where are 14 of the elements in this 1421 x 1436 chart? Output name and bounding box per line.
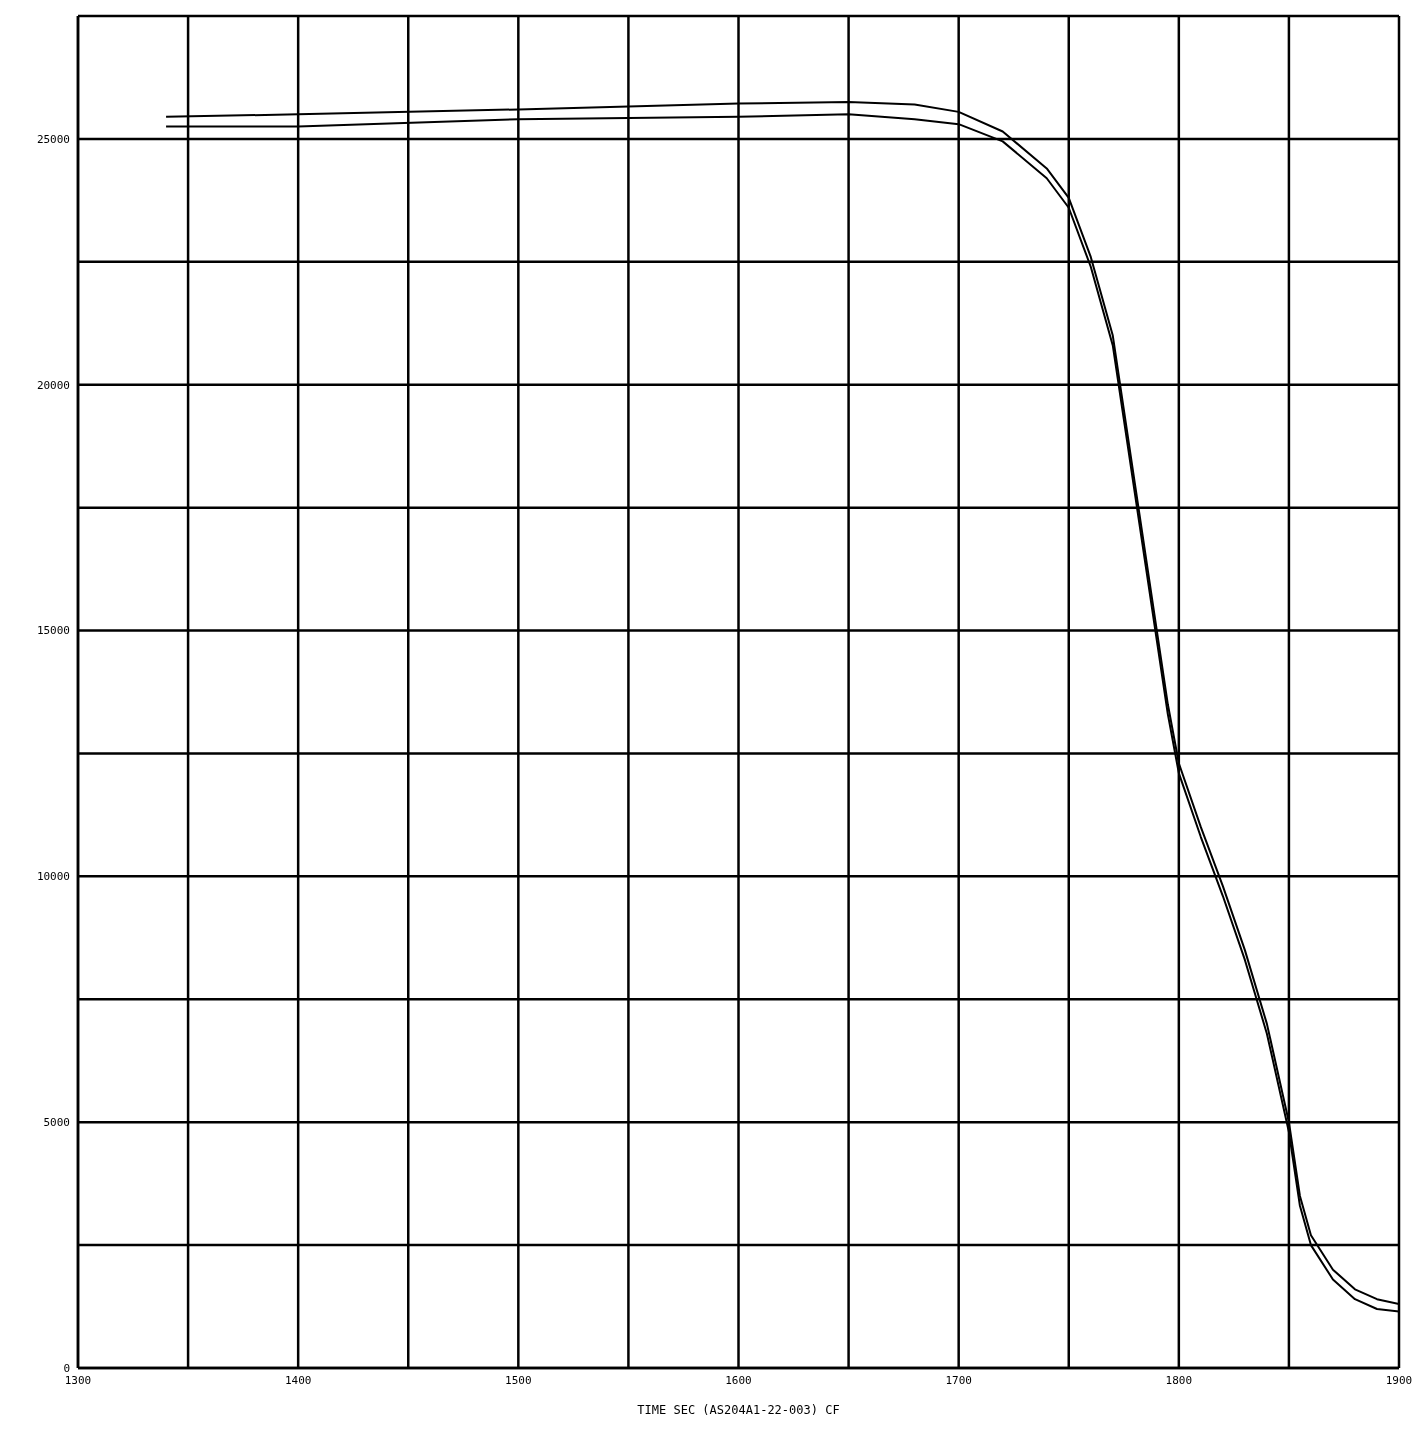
x-tick-label: 1400 <box>284 1373 312 1387</box>
x-tick-label: 1700 <box>945 1373 972 1387</box>
y-tick-label: 15000 <box>36 624 70 638</box>
x-tick-label: 1800 <box>1165 1373 1193 1387</box>
x-tick-label: 1900 <box>1385 1373 1413 1387</box>
x-tick-label: 1300 <box>64 1373 92 1387</box>
y-tick-label: 20000 <box>36 378 70 392</box>
y-tick-label: 25000 <box>36 132 70 146</box>
y-tick-label: 10000 <box>36 870 70 884</box>
x-axis-title: TIME SEC (AS204A1-22-003) CF <box>637 1403 840 1417</box>
x-tick-label: 1500 <box>505 1373 532 1387</box>
x-tick-label: 1600 <box>725 1373 752 1387</box>
y-tick-label: 5000 <box>43 1116 70 1130</box>
y-tick-label: 0 <box>63 1361 70 1375</box>
